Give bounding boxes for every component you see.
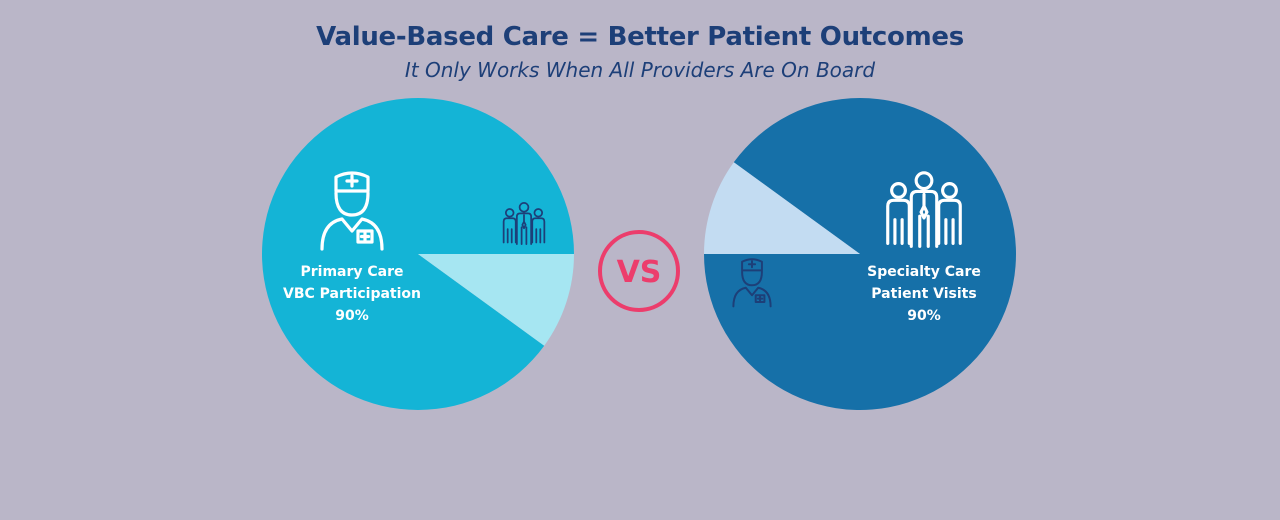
pie-label-line: 90% [907, 308, 941, 324]
chart-title: Value-Based Care = Better Patient Outcom… [316, 22, 964, 52]
pie-label: Specialty Care Patient Visits 90% [867, 264, 981, 324]
pie-label-line: Primary Care [300, 264, 403, 280]
pie-slice [704, 162, 860, 254]
primary-care-pie: Primary Care VBC Participation 90% [262, 98, 574, 411]
doctor-icon [732, 258, 772, 308]
pie-slice [703, 97, 1016, 410]
vs-circle [598, 230, 680, 312]
vs-label: VS [617, 255, 662, 290]
group-icon [886, 171, 962, 248]
pie-label-line: Specialty Care [867, 264, 981, 280]
pie-label-line: 90% [335, 308, 369, 324]
chart-subtitle: It Only Works When All Providers Are On … [404, 58, 876, 82]
pie-label: Primary Care VBC Participation 90% [283, 264, 421, 324]
pie-label-line: Patient Visits [871, 286, 976, 302]
doctor-icon [320, 171, 384, 251]
pie-slice [418, 254, 574, 346]
pie-label-line: VBC Participation [283, 286, 421, 302]
vs-badge: VS [598, 230, 680, 312]
group-icon [502, 202, 546, 246]
specialty-care-pie: Specialty Care Patient Visits 90% [703, 97, 1016, 410]
